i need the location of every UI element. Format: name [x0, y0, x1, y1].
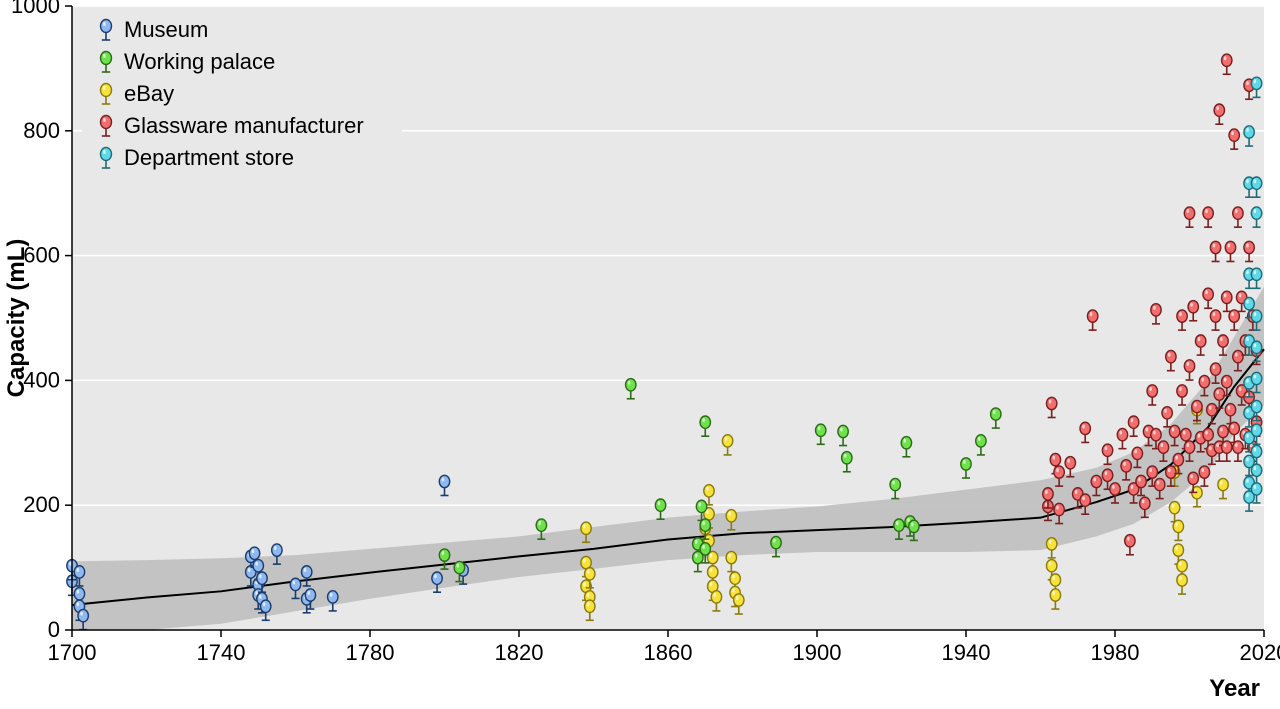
x-axis-label: Year: [1209, 675, 1260, 702]
x-tick-label: 1780: [346, 640, 395, 665]
x-tick-label: 1740: [197, 640, 246, 665]
legend: Museum Working palace eBay Glassware manufa…: [82, 14, 402, 186]
x-tick-label: 1860: [644, 640, 693, 665]
y-tick-label: 0: [48, 617, 60, 642]
x-tick-label: 1900: [793, 640, 842, 665]
chart-container: 1700 1740 1780 1820 1860 1900 1940 1980 2020 0 200…: [0, 0, 1280, 709]
legend-label: eBay: [124, 81, 174, 106]
y-tick-label: 1000: [11, 0, 60, 18]
legend-label: Glassware manufacturer: [124, 113, 364, 138]
legend-label: Department store: [124, 145, 294, 170]
y-tick-label: 800: [23, 118, 60, 143]
x-tick-label: 2020: [1240, 640, 1280, 665]
legend-label: Museum: [124, 17, 208, 42]
y-tick-label: 200: [23, 492, 60, 517]
x-tick-label: 1980: [1091, 640, 1140, 665]
scatter-chart: 1700 1740 1780 1820 1860 1900 1940 1980 2020 0 200…: [0, 0, 1280, 709]
x-tick-label: 1820: [495, 640, 544, 665]
legend-item: Working palace: [101, 49, 276, 74]
legend-item: Glassware manufacturer: [101, 113, 364, 138]
legend-label: Working palace: [124, 49, 275, 74]
x-tick-label: 1700: [48, 640, 97, 665]
y-axis-label: Capacity (mL): [3, 239, 30, 398]
x-tick-label: 1940: [942, 640, 991, 665]
legend-item: Department store: [101, 145, 294, 170]
